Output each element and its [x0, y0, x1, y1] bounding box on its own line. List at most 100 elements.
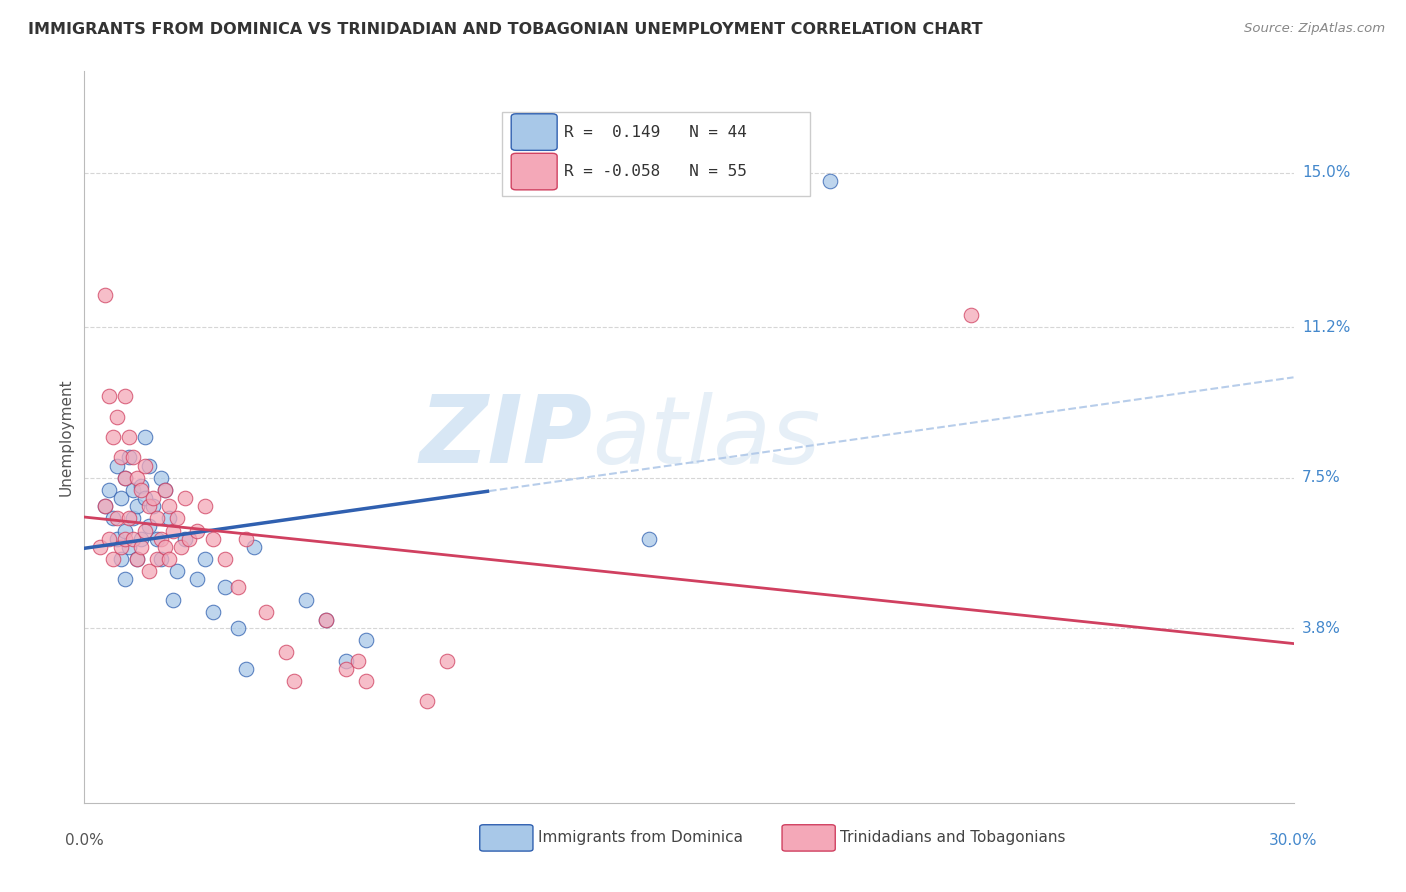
Point [105, 458, 128, 473]
Point [162, 592, 184, 607]
Text: 3.8%: 3.8% [1302, 621, 1341, 636]
FancyBboxPatch shape [512, 114, 557, 151]
Point [166, 564, 188, 578]
Point [146, 511, 169, 525]
Text: IMMIGRANTS FROM DOMINICA VS TRINIDADIAN AND TOBAGONIAN UNEMPLOYMENT CORRELATION : IMMIGRANTS FROM DOMINICA VS TRINIDADIAN … [28, 22, 983, 37]
Point [186, 572, 208, 586]
Point [283, 673, 305, 688]
Point [110, 540, 132, 554]
Point [118, 450, 141, 465]
Point [129, 483, 152, 497]
Point [118, 540, 141, 554]
Point [347, 654, 370, 668]
Text: Immigrants from Dominica: Immigrants from Dominica [538, 830, 742, 846]
Point [315, 613, 337, 627]
Point [274, 645, 297, 659]
Point [157, 499, 180, 513]
Point [114, 389, 136, 403]
Point [170, 540, 193, 554]
Point [129, 479, 152, 493]
Point [114, 532, 136, 546]
FancyBboxPatch shape [502, 112, 810, 195]
FancyBboxPatch shape [782, 825, 835, 851]
Text: Source: ZipAtlas.com: Source: ZipAtlas.com [1244, 22, 1385, 36]
Point [129, 540, 152, 554]
Point [174, 532, 197, 546]
Point [138, 564, 160, 578]
Point [114, 524, 136, 538]
Point [214, 581, 236, 595]
Point [335, 654, 357, 668]
Point [105, 409, 128, 424]
Point [174, 491, 197, 505]
Point [214, 552, 236, 566]
Text: 7.5%: 7.5% [1302, 470, 1340, 485]
Point [97, 389, 120, 403]
Point [121, 483, 143, 497]
Point [226, 581, 249, 595]
Point [134, 491, 156, 505]
Point [153, 483, 176, 497]
Point [93, 499, 115, 513]
Text: R = -0.058   N = 55: R = -0.058 N = 55 [564, 164, 747, 179]
Point [97, 532, 120, 546]
Point [134, 524, 156, 538]
Text: 0.0%: 0.0% [65, 833, 104, 848]
Point [125, 499, 148, 513]
Point [254, 605, 277, 619]
Point [818, 174, 841, 188]
Point [146, 532, 169, 546]
Point [118, 430, 141, 444]
Text: atlas: atlas [592, 392, 821, 483]
Point [105, 511, 128, 525]
Point [356, 673, 378, 688]
Point [235, 532, 257, 546]
Point [114, 471, 136, 485]
Point [121, 532, 143, 546]
Point [194, 499, 217, 513]
Point [166, 511, 188, 525]
Point [637, 532, 659, 546]
Point [89, 540, 111, 554]
FancyBboxPatch shape [479, 825, 533, 851]
Point [105, 532, 128, 546]
Point [142, 499, 165, 513]
Point [960, 308, 983, 322]
Point [202, 605, 225, 619]
Point [138, 519, 160, 533]
Point [110, 552, 132, 566]
Point [149, 552, 172, 566]
Point [146, 552, 169, 566]
Text: ZIP: ZIP [419, 391, 592, 483]
Point [101, 430, 124, 444]
Point [153, 483, 176, 497]
Point [295, 592, 318, 607]
Point [153, 540, 176, 554]
Point [125, 471, 148, 485]
Point [93, 288, 115, 302]
Point [101, 511, 124, 525]
Point [149, 532, 172, 546]
Point [110, 491, 132, 505]
Point [101, 552, 124, 566]
Point [125, 552, 148, 566]
Text: R =  0.149   N = 44: R = 0.149 N = 44 [564, 125, 747, 139]
Point [134, 430, 156, 444]
Point [194, 552, 217, 566]
Point [125, 552, 148, 566]
Text: Trinidadians and Tobagonians: Trinidadians and Tobagonians [841, 830, 1066, 846]
FancyBboxPatch shape [512, 153, 557, 190]
Point [436, 654, 458, 668]
Point [138, 458, 160, 473]
Point [162, 524, 184, 538]
Text: 30.0%: 30.0% [1270, 833, 1317, 848]
Point [356, 633, 378, 648]
Point [157, 511, 180, 525]
Point [138, 499, 160, 513]
Point [114, 471, 136, 485]
Point [149, 471, 172, 485]
Point [118, 511, 141, 525]
Point [97, 483, 120, 497]
Point [235, 662, 257, 676]
Point [242, 540, 264, 554]
